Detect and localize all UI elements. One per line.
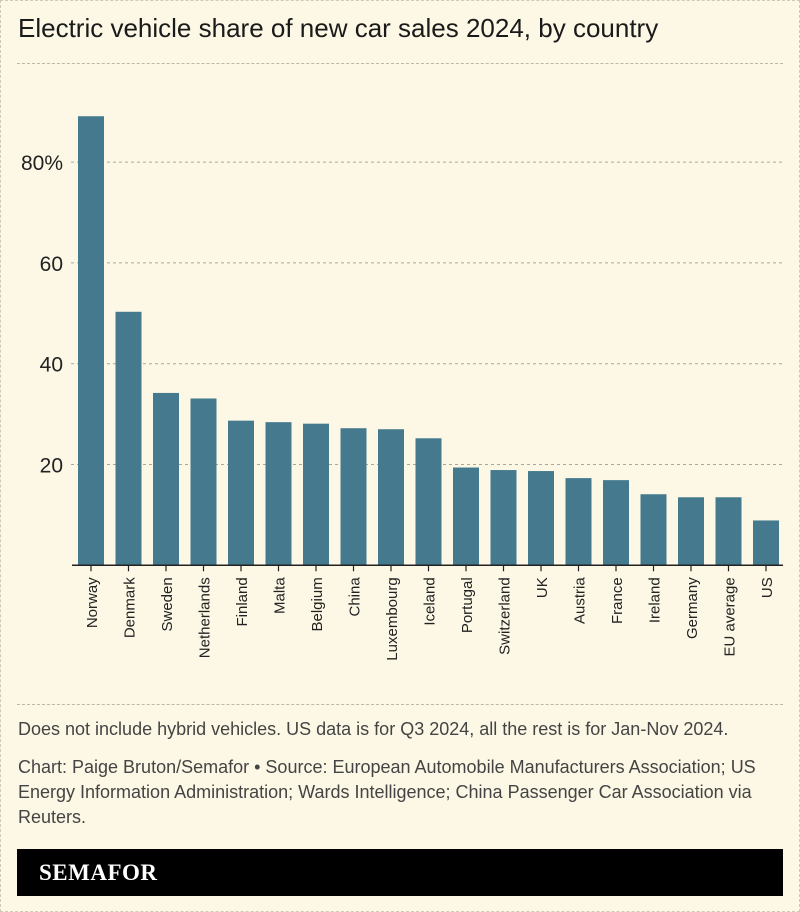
- bar-finland: [228, 420, 254, 566]
- y-tick-label: 80%: [21, 152, 63, 175]
- x-tick-label: Netherlands: [197, 577, 214, 658]
- y-tick-label: 60: [40, 253, 63, 276]
- bar-belgium: [303, 423, 329, 566]
- x-tick-label: Sweden: [159, 577, 176, 631]
- y-tick-label: 20: [40, 455, 63, 478]
- x-tick-label: Finland: [234, 577, 251, 626]
- bar-uk: [528, 471, 554, 566]
- bar-germany: [678, 497, 704, 566]
- x-tick-label: Belgium: [309, 577, 326, 631]
- x-tick-label: Iceland: [422, 577, 439, 625]
- bar-iceland: [415, 438, 442, 566]
- x-tick-label: Denmark: [122, 577, 139, 638]
- x-tick-label: Malta: [272, 577, 289, 614]
- x-tick-label: UK: [534, 577, 551, 598]
- y-tick-label: 40: [40, 354, 63, 377]
- bar-denmark: [115, 311, 142, 566]
- bar-china: [340, 428, 367, 566]
- semafor-logo: SEMAFOR: [39, 860, 158, 885]
- x-tick-label: China: [347, 577, 364, 617]
- x-tick-label: France: [609, 577, 626, 624]
- bar-ireland: [640, 494, 667, 566]
- bar-chart: 20 40 60 80% Norway Denmark Sweden Netherlands F…: [21, 116, 783, 661]
- x-tick-label: US: [759, 577, 776, 598]
- bar-norway: [78, 116, 104, 566]
- bar-netherlands: [190, 398, 217, 566]
- bar-sweden: [153, 392, 179, 566]
- chart-title: Electric vehicle share of new car sales …: [18, 13, 659, 43]
- bar-france: [603, 480, 629, 566]
- x-tick-label: Austria: [572, 577, 589, 624]
- footnote: Does not include hybrid vehicles. US dat…: [18, 719, 729, 739]
- x-tick-label: Ireland: [647, 577, 664, 623]
- bar-us: [753, 520, 779, 566]
- bar-luxembourg: [378, 429, 404, 566]
- x-tick-label: Portugal: [459, 577, 476, 633]
- divider: [17, 63, 783, 64]
- x-tick-label: Luxembourg: [384, 577, 401, 660]
- bar-eu-average: [715, 497, 742, 566]
- bar-austria: [565, 478, 592, 566]
- brand-bar: SEMAFOR: [17, 849, 783, 896]
- divider: [17, 704, 783, 705]
- bar-switzerland: [490, 470, 517, 566]
- x-tick-label: Norway: [84, 577, 101, 628]
- x-tick-label: EU average: [722, 577, 739, 656]
- source-credit: Chart: Paige Bruton/Semafor • Source: Eu…: [18, 757, 756, 827]
- x-tick-label: Germany: [684, 577, 701, 639]
- bar-portugal: [453, 467, 479, 566]
- x-tick-label: Switzerland: [497, 577, 514, 655]
- bar-malta: [265, 422, 292, 566]
